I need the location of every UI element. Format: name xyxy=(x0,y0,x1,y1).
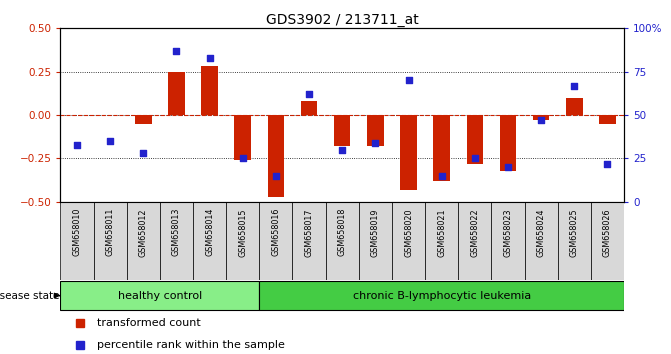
Text: GSM658022: GSM658022 xyxy=(470,208,479,257)
Point xyxy=(138,150,149,156)
Text: GSM658018: GSM658018 xyxy=(338,208,347,256)
Bar xyxy=(226,202,259,280)
Bar xyxy=(60,202,93,280)
Bar xyxy=(301,101,317,115)
Bar xyxy=(201,67,218,115)
Bar xyxy=(234,115,251,160)
Point xyxy=(503,164,513,170)
Bar xyxy=(259,202,293,280)
Bar xyxy=(425,202,458,280)
Bar xyxy=(60,281,259,310)
Text: GSM658011: GSM658011 xyxy=(105,208,115,256)
Point xyxy=(403,78,414,83)
Point xyxy=(370,140,380,145)
Point xyxy=(238,156,248,161)
Point xyxy=(535,118,546,123)
Point xyxy=(105,138,115,144)
Bar xyxy=(359,202,392,280)
Point xyxy=(171,48,182,54)
Bar xyxy=(400,115,417,190)
Text: healthy control: healthy control xyxy=(117,291,202,301)
Bar xyxy=(533,115,550,120)
Bar xyxy=(259,281,624,310)
Bar xyxy=(334,115,350,146)
Bar xyxy=(525,202,558,280)
Bar xyxy=(325,202,359,280)
Bar xyxy=(599,115,616,124)
Bar xyxy=(392,202,425,280)
Point xyxy=(569,83,580,88)
Title: GDS3902 / 213711_at: GDS3902 / 213711_at xyxy=(266,13,419,27)
Text: GSM658026: GSM658026 xyxy=(603,208,612,257)
Point xyxy=(204,55,215,61)
Bar xyxy=(193,202,226,280)
Text: GSM658020: GSM658020 xyxy=(404,208,413,257)
Text: disease state: disease state xyxy=(0,291,60,301)
Bar xyxy=(127,202,160,280)
Point xyxy=(470,156,480,161)
Bar xyxy=(367,115,384,146)
Text: GSM658015: GSM658015 xyxy=(238,208,247,257)
Bar xyxy=(93,202,127,280)
Bar xyxy=(458,202,491,280)
Bar xyxy=(433,115,450,181)
Bar xyxy=(135,115,152,124)
Point xyxy=(602,161,613,166)
Text: percentile rank within the sample: percentile rank within the sample xyxy=(97,339,285,350)
Text: GSM658025: GSM658025 xyxy=(570,208,579,257)
Text: chronic B-lymphocytic leukemia: chronic B-lymphocytic leukemia xyxy=(352,291,531,301)
Text: GSM658017: GSM658017 xyxy=(305,208,313,257)
Point xyxy=(436,173,447,178)
Bar xyxy=(466,115,483,164)
Bar xyxy=(591,202,624,280)
Text: GSM658021: GSM658021 xyxy=(437,208,446,257)
Bar xyxy=(558,202,591,280)
Point xyxy=(337,147,348,153)
Text: GSM658019: GSM658019 xyxy=(371,208,380,257)
Bar xyxy=(500,115,516,171)
Text: transformed count: transformed count xyxy=(97,318,201,329)
Point xyxy=(270,173,281,178)
Bar xyxy=(160,202,193,280)
Point xyxy=(304,91,315,97)
Bar xyxy=(168,72,185,115)
Text: GSM658016: GSM658016 xyxy=(271,208,280,256)
Text: GSM658012: GSM658012 xyxy=(139,208,148,257)
Bar xyxy=(293,202,325,280)
Text: GSM658013: GSM658013 xyxy=(172,208,181,256)
Bar xyxy=(566,98,582,115)
Text: GSM658014: GSM658014 xyxy=(205,208,214,256)
Bar xyxy=(491,202,525,280)
Text: GSM658023: GSM658023 xyxy=(503,208,513,257)
Text: GSM658010: GSM658010 xyxy=(72,208,81,256)
Bar xyxy=(268,115,285,196)
Text: GSM658024: GSM658024 xyxy=(537,208,546,257)
Point xyxy=(72,142,83,147)
